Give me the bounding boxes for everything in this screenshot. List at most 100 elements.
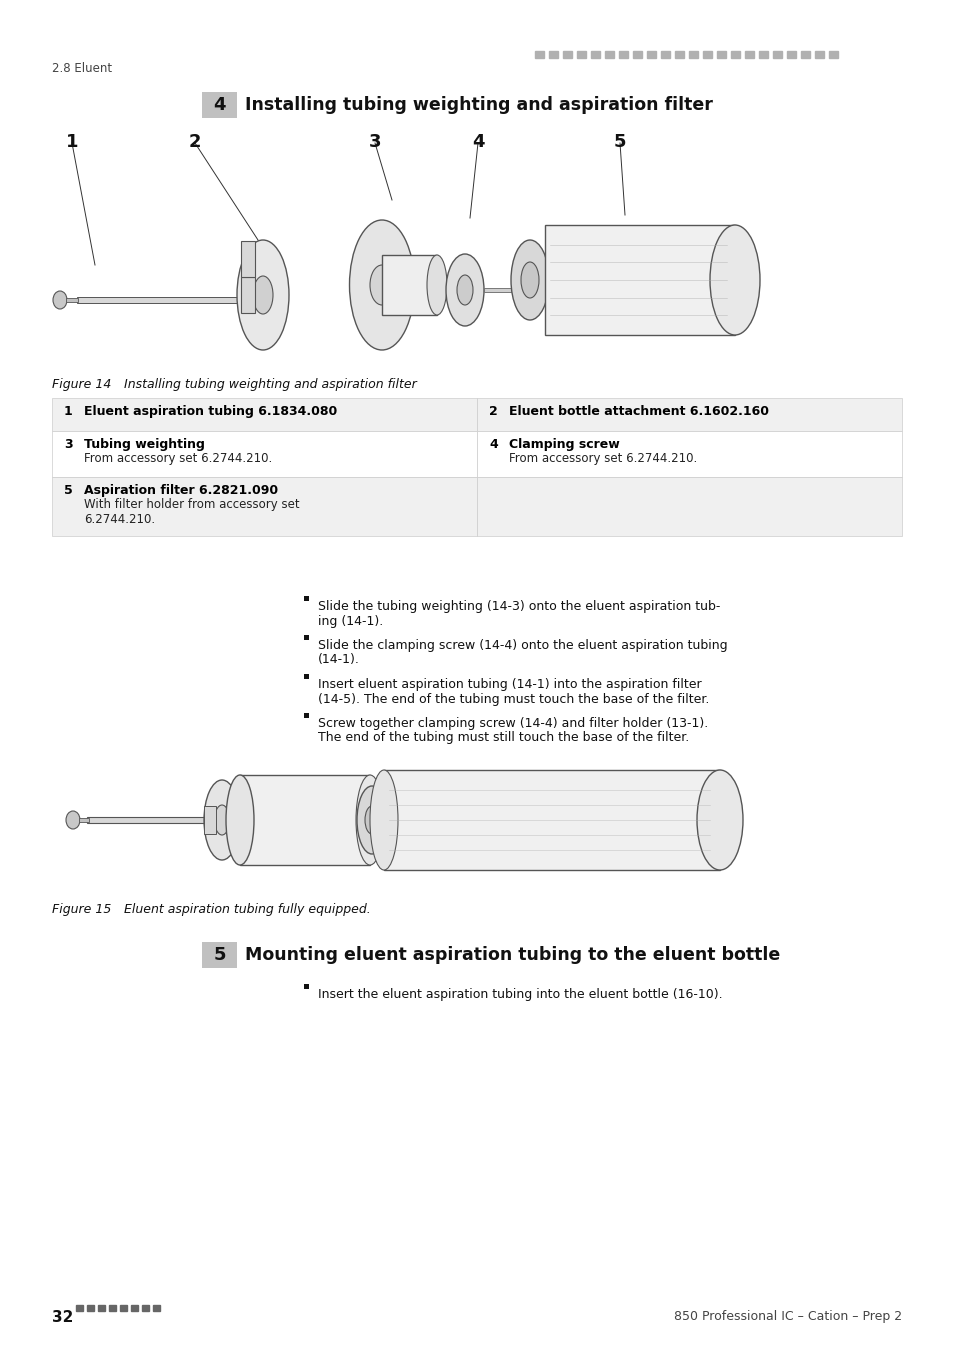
- Bar: [548, 51, 558, 58]
- Ellipse shape: [53, 292, 67, 309]
- Bar: [304, 713, 309, 718]
- Text: 5: 5: [213, 946, 226, 964]
- Ellipse shape: [253, 275, 273, 315]
- Bar: [535, 51, 543, 58]
- Text: Aspiration filter 6.2821.090: Aspiration filter 6.2821.090: [84, 485, 278, 497]
- Bar: [633, 51, 641, 58]
- Bar: [476, 398, 901, 431]
- Bar: [241, 242, 254, 277]
- Text: 2: 2: [489, 405, 497, 418]
- Ellipse shape: [365, 806, 378, 834]
- Ellipse shape: [427, 255, 447, 315]
- Ellipse shape: [236, 240, 289, 350]
- Bar: [759, 51, 767, 58]
- Text: 2.8 Eluent: 2.8 Eluent: [52, 62, 112, 76]
- Bar: [801, 51, 809, 58]
- Ellipse shape: [370, 265, 394, 305]
- Bar: [109, 1305, 116, 1311]
- Bar: [131, 1305, 138, 1311]
- Text: Installing tubing weighting and aspiration filter: Installing tubing weighting and aspirati…: [245, 96, 712, 113]
- Bar: [87, 1305, 94, 1311]
- Bar: [120, 1305, 127, 1311]
- Text: With filter holder from accessory set
6.2744.210.: With filter holder from accessory set 6.…: [84, 498, 299, 526]
- Bar: [142, 1305, 149, 1311]
- Text: Clamping screw: Clamping screw: [509, 437, 619, 451]
- Text: Insert eluent aspiration tubing (14-1) into the aspiration filter: Insert eluent aspiration tubing (14-1) i…: [317, 678, 700, 691]
- Text: From accessory set 6.2744.210.: From accessory set 6.2744.210.: [509, 452, 697, 464]
- Text: 1: 1: [64, 405, 72, 418]
- Ellipse shape: [66, 811, 80, 829]
- Bar: [381, 255, 436, 315]
- Bar: [52, 477, 476, 536]
- Ellipse shape: [697, 769, 742, 869]
- Text: From accessory set 6.2744.210.: From accessory set 6.2744.210.: [84, 452, 272, 464]
- Bar: [618, 51, 627, 58]
- Bar: [562, 51, 572, 58]
- Bar: [604, 51, 614, 58]
- Bar: [702, 51, 711, 58]
- Text: Screw together clamping screw (14-4) and filter holder (13-1).: Screw together clamping screw (14-4) and…: [317, 717, 707, 730]
- Text: Installing tubing weighting and aspiration filter: Installing tubing weighting and aspirati…: [108, 378, 416, 392]
- Text: 4: 4: [471, 134, 484, 151]
- Bar: [730, 51, 740, 58]
- Ellipse shape: [355, 775, 384, 865]
- Bar: [304, 984, 309, 990]
- Text: Mounting eluent aspiration tubing to the eluent bottle: Mounting eluent aspiration tubing to the…: [245, 946, 780, 964]
- Text: Eluent bottle attachment 6.1602.160: Eluent bottle attachment 6.1602.160: [509, 405, 768, 418]
- Ellipse shape: [709, 225, 760, 335]
- Bar: [304, 634, 309, 640]
- Ellipse shape: [226, 775, 253, 865]
- Text: (14-1).: (14-1).: [317, 653, 359, 667]
- Bar: [79, 818, 89, 822]
- Bar: [476, 477, 901, 536]
- Bar: [577, 51, 585, 58]
- Bar: [828, 51, 837, 58]
- Bar: [87, 817, 225, 824]
- Text: 32: 32: [52, 1310, 73, 1324]
- Ellipse shape: [511, 240, 548, 320]
- Text: The end of the tubing must still touch the base of the filter.: The end of the tubing must still touch t…: [317, 732, 688, 744]
- Text: Slide the tubing weighting (14-3) onto the eluent aspiration tub-: Slide the tubing weighting (14-3) onto t…: [317, 599, 720, 613]
- Text: 3: 3: [64, 437, 72, 451]
- Bar: [476, 431, 901, 477]
- Bar: [76, 1305, 83, 1311]
- Bar: [675, 51, 683, 58]
- Bar: [544, 225, 734, 335]
- Bar: [202, 942, 236, 968]
- Bar: [204, 806, 215, 834]
- Text: 5: 5: [613, 134, 625, 151]
- Text: 3: 3: [369, 134, 381, 151]
- Ellipse shape: [520, 262, 538, 298]
- Bar: [240, 775, 370, 865]
- Bar: [152, 1305, 160, 1311]
- Bar: [304, 595, 309, 601]
- Text: Eluent aspiration tubing fully equipped.: Eluent aspiration tubing fully equipped.: [108, 903, 371, 917]
- Ellipse shape: [356, 786, 387, 855]
- Ellipse shape: [456, 275, 473, 305]
- Ellipse shape: [370, 769, 397, 869]
- Bar: [304, 674, 309, 679]
- Text: 4: 4: [489, 437, 497, 451]
- Bar: [447, 282, 476, 288]
- Bar: [483, 288, 512, 292]
- Bar: [241, 277, 254, 313]
- Bar: [660, 51, 669, 58]
- Ellipse shape: [349, 220, 414, 350]
- Text: Figure 15: Figure 15: [52, 903, 112, 917]
- Bar: [52, 398, 476, 431]
- Bar: [646, 51, 656, 58]
- Text: Eluent aspiration tubing 6.1834.080: Eluent aspiration tubing 6.1834.080: [84, 405, 337, 418]
- Text: ing (14-1).: ing (14-1).: [317, 614, 383, 628]
- Text: 2: 2: [189, 134, 201, 151]
- Bar: [202, 92, 236, 117]
- Bar: [786, 51, 795, 58]
- Bar: [52, 431, 476, 477]
- Text: 1: 1: [66, 134, 78, 151]
- Bar: [384, 769, 720, 869]
- Text: 4: 4: [213, 96, 226, 113]
- Text: (14-5). The end of the tubing must touch the base of the filter.: (14-5). The end of the tubing must touch…: [317, 693, 709, 706]
- Bar: [66, 298, 78, 302]
- Text: 850 Professional IC – Cation – Prep 2: 850 Professional IC – Cation – Prep 2: [673, 1310, 901, 1323]
- Bar: [590, 51, 599, 58]
- Bar: [688, 51, 698, 58]
